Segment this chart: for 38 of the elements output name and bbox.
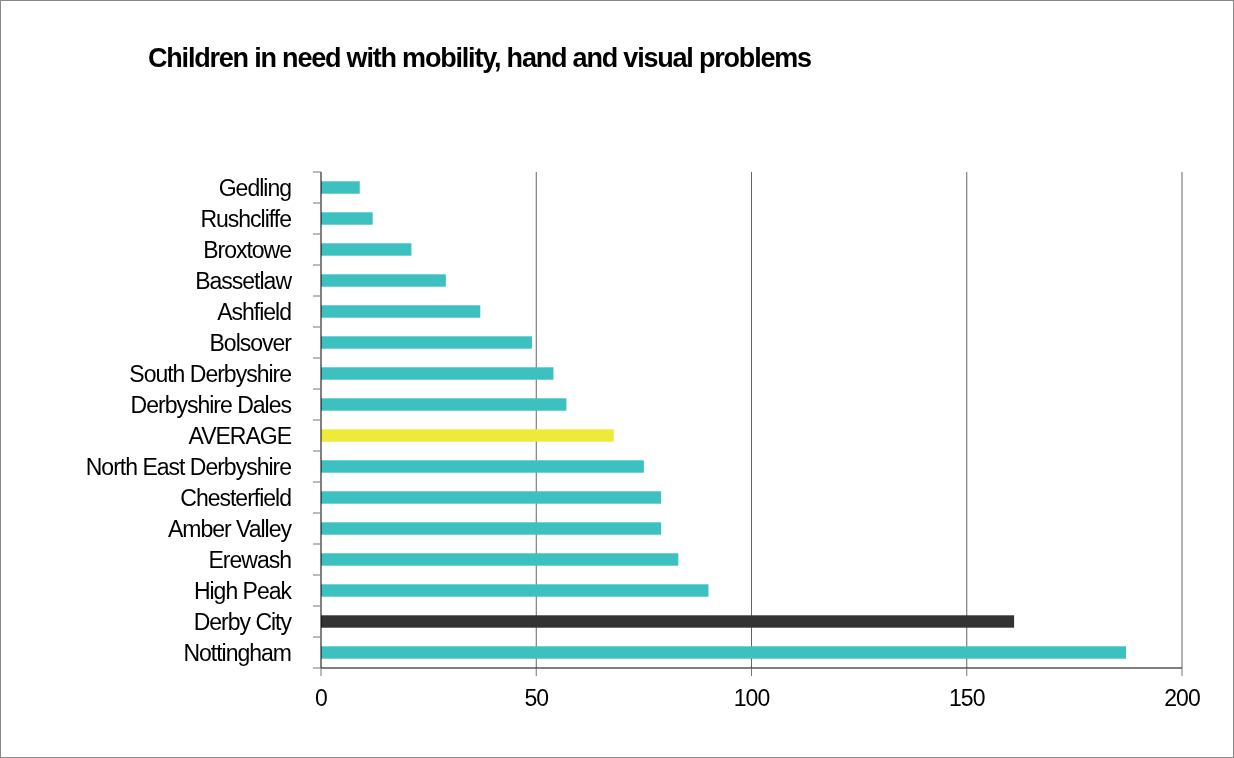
bar: [321, 429, 614, 442]
y-tick-label: Ashfield: [217, 298, 292, 325]
bar: [321, 398, 567, 411]
bar: [321, 181, 360, 194]
x-tick-label: 50: [524, 685, 549, 711]
y-tick-label: Rushcliffe: [200, 205, 292, 232]
y-tick-label: Nottingham: [183, 639, 291, 666]
x-tick-label: 150: [949, 685, 985, 711]
chart-title: Children in need with mobility, hand and visual problems: [148, 43, 812, 73]
y-tick-label: Derbyshire Dales: [130, 391, 292, 418]
bar: [321, 305, 481, 318]
y-tick-label: Chesterfield: [180, 484, 292, 511]
bar: [321, 491, 662, 504]
bar: [321, 243, 412, 256]
bar: [321, 522, 662, 535]
x-tick-label: 0: [315, 685, 328, 711]
bar: [321, 553, 679, 566]
y-tick-label: AVERAGE: [188, 422, 292, 449]
bar: [321, 646, 1127, 659]
y-tick-label: High Peak: [193, 577, 293, 604]
y-tick-label: Derby City: [193, 608, 293, 635]
x-tick-label: 200: [1164, 685, 1200, 711]
bar: [321, 615, 1015, 628]
y-tick-label: Amber Valley: [167, 515, 293, 542]
y-tick-label: South Derbyshire: [129, 360, 292, 387]
bar: [321, 367, 554, 380]
y-tick-label: Bassetlaw: [195, 267, 293, 294]
y-tick-label: Gedling: [218, 174, 292, 201]
x-tick-label: 100: [733, 685, 770, 711]
bar: [321, 460, 644, 473]
y-tick-label: Erewash: [208, 546, 292, 573]
y-tick-label: Broxtowe: [203, 236, 292, 263]
bar: [321, 212, 373, 225]
bar: [321, 336, 532, 349]
bar: [321, 584, 709, 597]
bar: [321, 274, 446, 287]
y-tick-label: Bolsover: [209, 329, 293, 356]
y-tick-label: North East Derbyshire: [85, 453, 292, 480]
